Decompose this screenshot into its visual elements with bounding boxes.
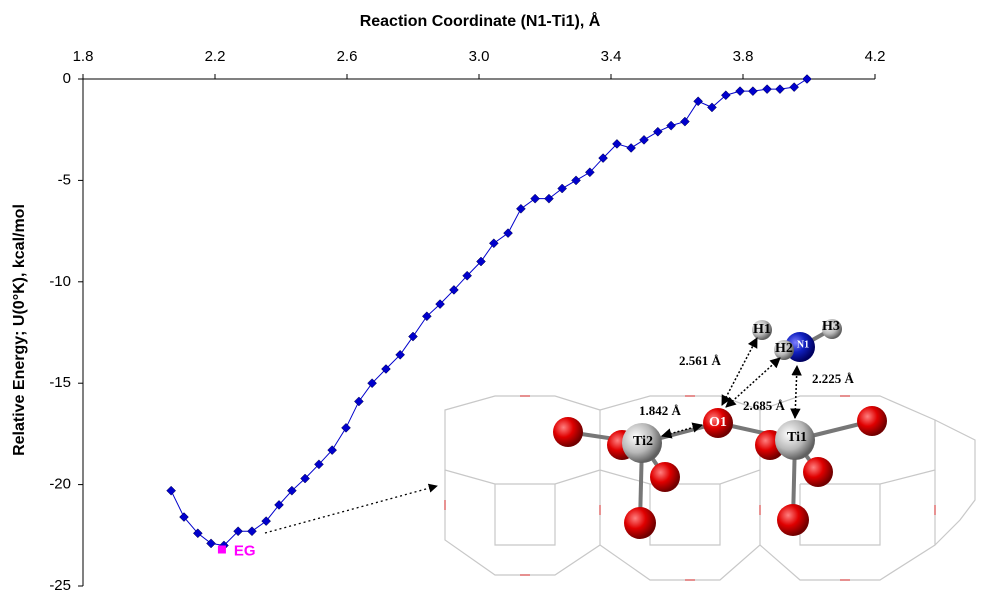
y-tick-label: -20 [49,476,71,493]
x-tick-label: 1.8 [73,48,94,65]
x-tick-label: 3.8 [733,48,754,65]
data-point [354,397,363,406]
data-point [207,539,216,548]
data-point [167,486,176,495]
distance-label: 2.561 Å [679,353,722,368]
y-tick-label: -10 [49,273,71,290]
data-point [247,527,256,536]
y-tick-label: -25 [49,577,71,590]
data-point [572,176,581,185]
x-tick-label: 2.6 [337,48,358,65]
y-tick-label: 0 [63,70,71,87]
data-point [504,229,513,238]
y-tick-label: -15 [49,374,71,391]
data-point [218,545,226,553]
data-point [516,204,525,213]
distance-label: 2.225 Å [812,371,855,386]
data-point [627,143,636,152]
point-label: EG [234,542,256,559]
data-point [640,135,649,144]
data-point [680,117,689,126]
data-point [803,75,812,84]
data-point [531,194,540,203]
data-point [342,423,351,432]
data-point [544,194,553,203]
x-tick-label: 4.2 [865,48,886,65]
data-point [653,127,662,136]
series-line [171,79,807,545]
data-point [262,517,271,526]
atom-label: Ti1 [787,430,807,445]
data-point [409,332,418,341]
data-point [558,184,567,193]
data-point [694,97,703,106]
atom-label: N1 [797,339,809,350]
data-point [763,85,772,94]
x-axis-title: Reaction Coordinate (N1-Ti1), Å [360,11,601,30]
data-point [748,87,757,96]
y-tick-label: -5 [58,171,71,188]
x-tick-label: 3.4 [601,48,622,65]
atom-label: H1 [753,322,771,337]
chart: Reaction Coordinate (N1-Ti1), Å Relative… [0,0,983,590]
data-point [790,83,799,92]
data-point [489,239,498,248]
atom-label: Ti2 [633,434,653,449]
y-axis-title: Relative Energy; U(0°K), kcal/mol [11,204,28,456]
distance-label: 1.842 Å [639,403,682,418]
data-point [667,121,676,130]
x-tick-label: 3.0 [469,48,490,65]
data-point [736,87,745,96]
x-tick-label: 2.2 [205,48,226,65]
atom-label: H3 [822,319,840,334]
atom-label: H2 [775,341,793,356]
data-point [775,85,784,94]
distance-label: 2.685 Å [743,398,786,413]
atom-label: O1 [709,415,727,430]
molecule [265,319,887,539]
